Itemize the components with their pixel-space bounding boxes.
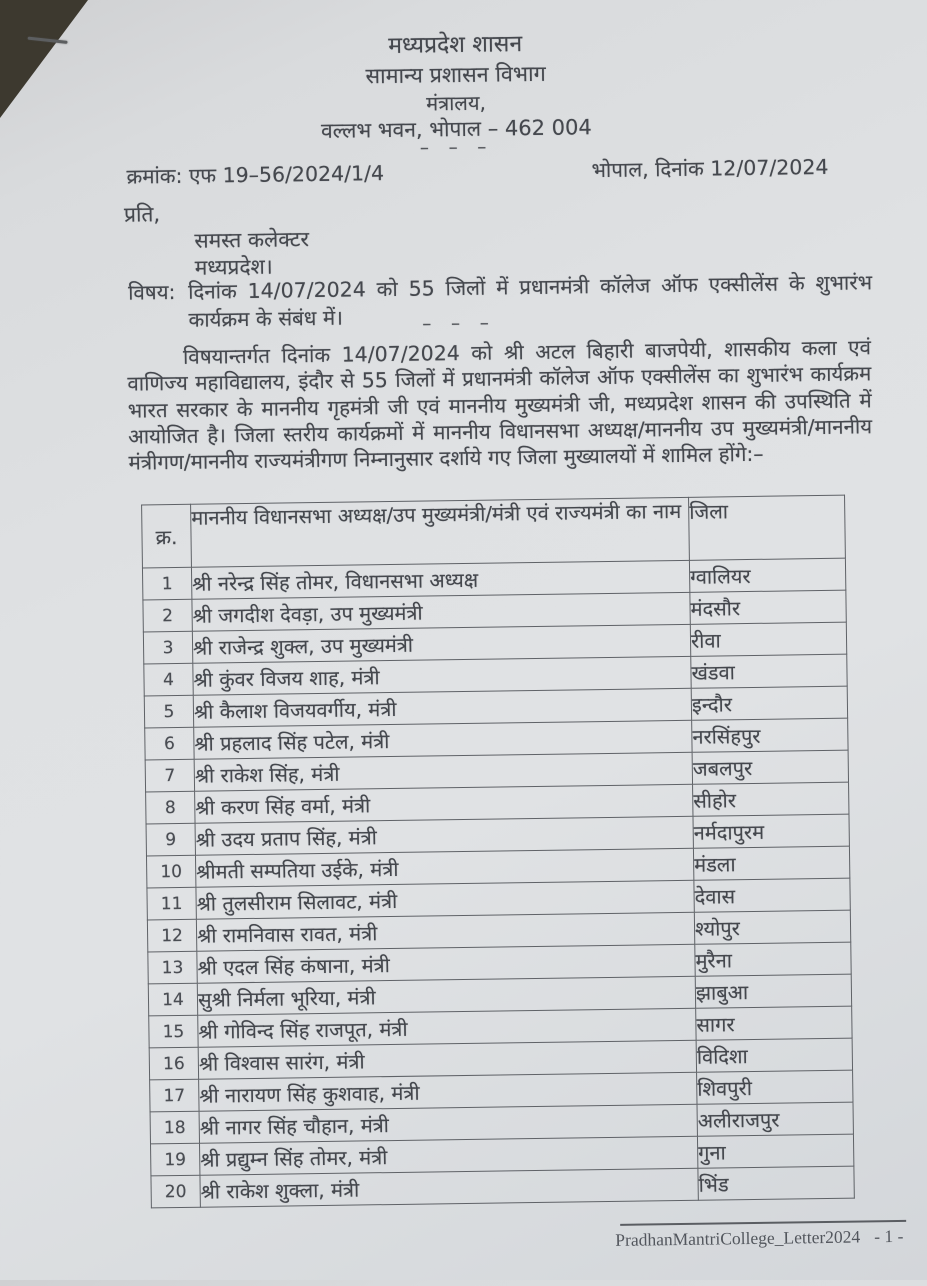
place-date: भोपाल, दिनांक 12/07/2024 <box>591 154 829 183</box>
sno-cell: 13 <box>147 951 198 984</box>
district-cell: मुरैना <box>694 942 852 977</box>
name-cell: श्री राकेश शुक्ला, मंत्री <box>199 1168 699 1208</box>
sno-cell: 20 <box>150 1175 201 1208</box>
district-cell: नर्मदापुरम <box>692 814 850 849</box>
minister-table-body: 1 श्री नरेन्द्र सिंह तोमर, विधानसभा अध्यक… <box>142 558 855 1208</box>
district-cell: शिवपुरी <box>696 1070 853 1105</box>
minister-table-head: क्र. माननीय विधानसभा अध्यक्ष/उप मुख्यमंत… <box>141 495 846 568</box>
minister-table: क्र. माननीय विधानसभा अध्यक्ष/उप मुख्यमंत… <box>141 495 855 1209</box>
footer-doc-name: PradhanMantriCollege_Letter2024 <box>615 1226 861 1250</box>
addressee-name: समस्त कलेक्टर <box>194 227 310 253</box>
sno-cell: 4 <box>143 663 194 696</box>
sno-cell: 15 <box>148 1015 199 1048</box>
sno-cell: 17 <box>149 1079 200 1112</box>
district-cell: ग्वालियर <box>689 558 846 593</box>
sno-cell: 8 <box>145 791 196 824</box>
page-footer: PradhanMantriCollege_Letter2024 - 1 - <box>448 1226 903 1253</box>
letterhead: मध्यप्रदेश शासन सामान्य प्रशासन विभाग मं… <box>0 24 920 150</box>
sno-cell: 10 <box>146 855 196 888</box>
district-cell: मंडला <box>693 846 850 881</box>
district-cell: इन्दौर <box>691 686 848 721</box>
sno-cell: 2 <box>142 599 193 632</box>
footer-rule <box>620 1219 907 1226</box>
district-cell: सागर <box>695 1006 853 1041</box>
district-cell: मंदसौर <box>689 590 847 625</box>
district-cell: नरसिंहपुर <box>691 718 849 753</box>
district-cell: जबलपुर <box>692 750 849 785</box>
body-paragraph: विषयान्तर्गत दिनांक 14/07/2024 को श्री अ… <box>127 335 873 475</box>
reference-number: क्रमांक: एफ 19–56/2024/1/4 <box>126 161 385 189</box>
footer-page-number: - 1 - <box>874 1225 904 1247</box>
sno-cell: 9 <box>146 823 196 856</box>
district-cell: झाबुआ <box>695 974 852 1009</box>
sno-cell: 5 <box>144 695 194 728</box>
district-cell: विदिशा <box>696 1038 853 1073</box>
sno-cell: 6 <box>144 727 195 760</box>
table-header-row: क्र. माननीय विधानसभा अध्यक्ष/उप मुख्यमंत… <box>141 495 846 568</box>
district-cell: अलीराजपुर <box>697 1102 854 1137</box>
header-serial-number: क्र. <box>141 504 192 568</box>
district-cell: भिंड <box>697 1166 855 1201</box>
sno-cell: 16 <box>149 1047 199 1080</box>
header-minister-name: माननीय विधानसभा अध्यक्ष/उप मुख्यमंत्री/म… <box>190 497 690 568</box>
district-cell: देवास <box>693 878 851 913</box>
district-cell: सीहोर <box>692 782 849 817</box>
district-cell: श्योपुर <box>694 910 851 945</box>
sno-cell: 11 <box>146 887 197 920</box>
sno-cell: 12 <box>147 919 197 952</box>
sno-cell: 1 <box>142 567 192 600</box>
sno-cell: 18 <box>150 1111 200 1144</box>
district-cell: खंडवा <box>690 654 848 689</box>
district-cell: रीवा <box>690 622 847 657</box>
header-district: जिला <box>688 495 846 561</box>
sno-cell: 19 <box>150 1143 200 1176</box>
sno-cell: 7 <box>145 759 195 792</box>
district-cell: गुना <box>697 1134 854 1169</box>
sno-cell: 3 <box>143 631 193 664</box>
addressee-salutation: प्रति, <box>123 202 161 227</box>
sno-cell: 14 <box>148 983 198 1016</box>
